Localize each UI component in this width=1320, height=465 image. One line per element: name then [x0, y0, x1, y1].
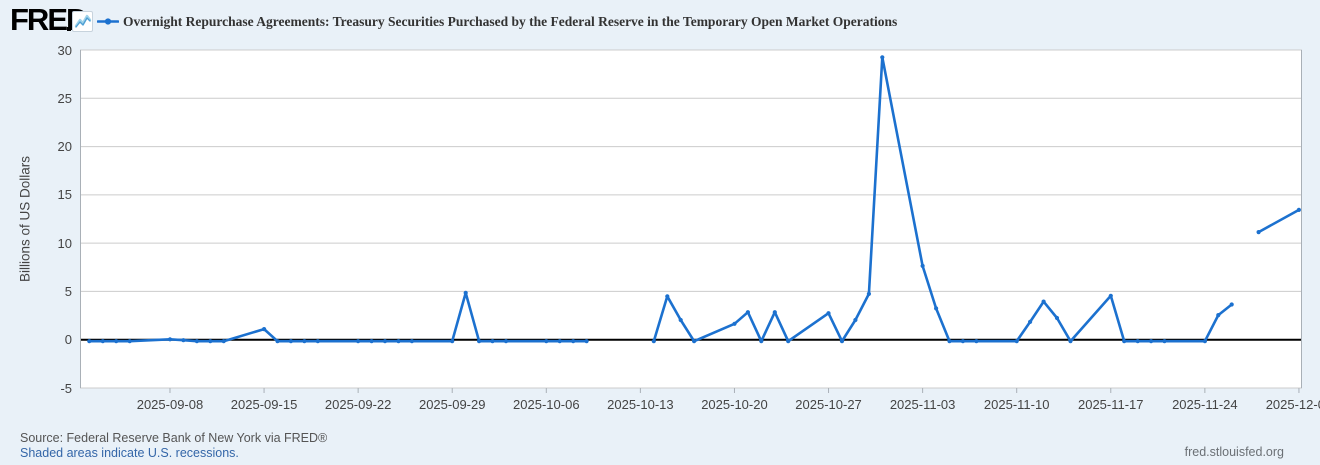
y-tick-label: -5 [60, 380, 72, 396]
series-point-marker [1256, 230, 1261, 235]
fred-logo-registered-dot [67, 27, 71, 31]
series-point-marker [1041, 299, 1046, 304]
y-tick-label: 30 [57, 42, 72, 58]
series-point-marker [382, 339, 388, 344]
series-point-marker [665, 294, 670, 299]
series-point-marker [651, 339, 656, 344]
series-point-marker [1014, 339, 1019, 344]
y-tick-label: 15 [57, 187, 72, 203]
y-axis-title: Billions of US Dollars [17, 155, 33, 283]
series-line [1257, 208, 1301, 234]
series-point-marker [1216, 313, 1221, 318]
series-point-marker [1149, 339, 1154, 344]
series-point-marker [920, 263, 925, 268]
series-point-marker [315, 339, 320, 344]
x-tick-label: 2025-12-01 [1265, 397, 1320, 412]
series-point-marker [1028, 319, 1033, 324]
x-tick-label: 2025-10-13 [607, 397, 674, 412]
series-point-marker [490, 339, 495, 344]
series-point-marker [880, 55, 885, 60]
series-point-marker [503, 339, 509, 344]
series-point-marker [450, 339, 455, 344]
recession-note-link[interactable]: Shaded areas indicate U.S. recessions. [20, 446, 239, 460]
chart-title: Overnight Repurchase Agreements: Treasur… [123, 14, 898, 29]
series-point-marker [772, 310, 777, 315]
x-tick-label: 2025-11-17 [1077, 397, 1144, 412]
series-point-marker [194, 339, 199, 344]
series-point-marker [974, 339, 979, 344]
series-point-marker [1054, 315, 1060, 321]
series-point-marker [288, 339, 293, 344]
fred-site-link[interactable]: fred.stlouisfed.org [1184, 445, 1284, 459]
series-point-marker [1296, 207, 1301, 212]
x-tick-label: 2025-09-15 [230, 397, 298, 412]
plot-background [80, 50, 1302, 388]
series-point-marker [167, 337, 173, 342]
x-tick-label: 2025-10-20 [701, 397, 768, 412]
y-tick-label: 5 [64, 283, 72, 299]
y-tick-label: 25 [57, 90, 72, 106]
series-point-marker [1202, 339, 1207, 344]
x-tick-label: 2025-11-24 [1172, 397, 1238, 412]
series-point-marker [1068, 339, 1073, 344]
series-line [88, 291, 588, 343]
sparkline-chart-icon [72, 11, 93, 32]
x-tick-label: 2025-11-03 [889, 397, 956, 412]
x-tick-label: 2025-09-22 [324, 397, 392, 412]
series-point-marker [692, 339, 697, 344]
series-point-marker [557, 339, 562, 344]
series-point-marker [1122, 339, 1127, 344]
x-tick-label: 2025-10-27 [795, 397, 862, 412]
series-point-marker [1135, 339, 1140, 344]
series-point-marker [745, 310, 751, 315]
series-point-marker [839, 339, 845, 344]
source-attribution: Source: Federal Reserve Bank of New York… [20, 431, 328, 445]
x-tick-label: 2025-09-29 [418, 397, 486, 412]
series-point-marker [114, 339, 119, 344]
series-line [652, 55, 1233, 343]
series-point-marker [571, 339, 576, 344]
series-point-marker [786, 339, 791, 344]
series-point-marker [127, 339, 132, 344]
series-point-marker [275, 339, 280, 344]
series-point-marker [1162, 339, 1167, 344]
series-point-marker [409, 339, 414, 344]
series-point-marker [759, 339, 764, 344]
series-point-marker [181, 338, 186, 343]
series-point-marker [584, 339, 589, 344]
x-tick-label: 2025-09-08 [136, 397, 204, 412]
series-point-marker [356, 339, 361, 344]
series-point-marker [826, 311, 831, 316]
y-tick-label: 10 [57, 235, 72, 251]
x-tick-label: 2025-11-10 [983, 397, 1050, 412]
series-point-marker [1108, 293, 1113, 298]
series-point-marker [302, 339, 307, 344]
series-point-marker [100, 339, 105, 344]
series-point-marker [221, 339, 226, 344]
series-point-marker [947, 339, 952, 344]
series-point-marker [732, 321, 737, 326]
series-point-marker [866, 291, 872, 296]
series-point-marker [396, 339, 401, 344]
y-tick-label: 0 [64, 332, 72, 348]
x-tick-label: 2025-10-06 [513, 397, 580, 412]
series-point-marker [208, 339, 213, 344]
series-legend-marker-icon [97, 18, 119, 25]
series-point-marker [87, 339, 92, 344]
series-point-marker [960, 339, 966, 344]
series-point-marker [934, 306, 939, 311]
series-point-marker [463, 290, 468, 295]
series-point-marker [369, 339, 374, 344]
series-point-marker [477, 339, 482, 344]
series-point-marker [262, 327, 267, 332]
series-point-marker [853, 317, 858, 323]
series-point-marker [544, 339, 549, 344]
series-point-marker [1229, 302, 1234, 307]
series-point-marker [678, 317, 683, 323]
y-tick-label: 20 [57, 139, 72, 155]
